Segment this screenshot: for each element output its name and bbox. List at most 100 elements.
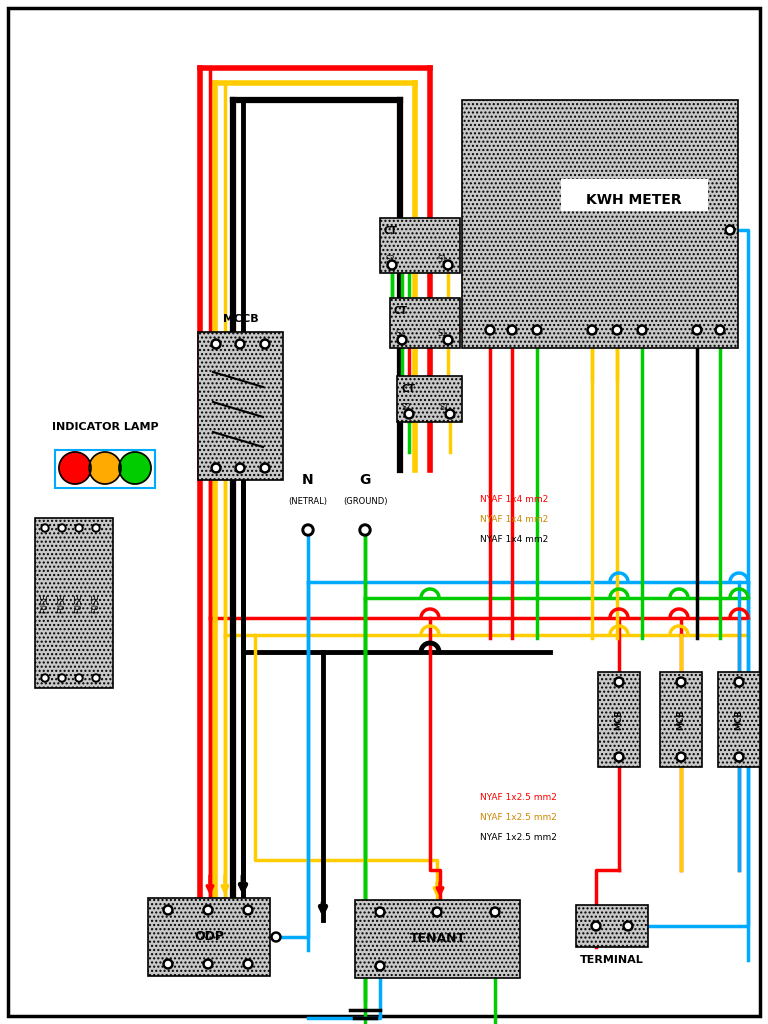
Circle shape: [235, 339, 245, 349]
Circle shape: [625, 924, 631, 929]
Text: CT: CT: [384, 226, 398, 236]
Circle shape: [60, 676, 64, 680]
Circle shape: [532, 325, 542, 335]
Circle shape: [737, 680, 741, 684]
Circle shape: [443, 260, 453, 270]
Circle shape: [89, 452, 121, 484]
Circle shape: [404, 409, 414, 419]
Circle shape: [211, 339, 221, 349]
Circle shape: [694, 328, 700, 333]
Text: S1: S1: [440, 403, 449, 413]
Text: CT: CT: [401, 384, 415, 394]
Circle shape: [43, 526, 47, 530]
Circle shape: [362, 527, 368, 534]
Text: S1: S1: [438, 255, 448, 263]
Circle shape: [58, 674, 66, 682]
Circle shape: [41, 674, 49, 682]
Circle shape: [94, 676, 98, 680]
Circle shape: [397, 335, 407, 345]
Circle shape: [678, 755, 684, 760]
Text: CT: CT: [394, 306, 408, 316]
Circle shape: [237, 466, 243, 470]
Circle shape: [623, 921, 633, 931]
Text: MCB: MCB: [614, 710, 624, 730]
Circle shape: [443, 335, 453, 345]
Circle shape: [119, 452, 151, 484]
Circle shape: [246, 907, 250, 912]
Text: G: G: [359, 473, 371, 487]
Circle shape: [271, 932, 281, 942]
Circle shape: [260, 339, 270, 349]
Circle shape: [378, 909, 382, 914]
Circle shape: [435, 909, 439, 914]
Text: S1: S1: [438, 330, 448, 339]
Text: (NETRAL): (NETRAL): [289, 497, 327, 506]
Circle shape: [692, 325, 702, 335]
Circle shape: [676, 677, 686, 687]
Text: NYAF 1x2.5 mm2: NYAF 1x2.5 mm2: [480, 834, 557, 843]
Circle shape: [432, 907, 442, 918]
Circle shape: [273, 935, 279, 939]
Circle shape: [485, 325, 495, 335]
Circle shape: [305, 527, 311, 534]
Text: TERMINAL: TERMINAL: [580, 955, 644, 965]
Text: KWH METER: KWH METER: [586, 193, 682, 207]
Circle shape: [734, 677, 744, 687]
Circle shape: [163, 905, 173, 915]
Circle shape: [94, 526, 98, 530]
Circle shape: [203, 959, 213, 969]
Circle shape: [77, 676, 81, 680]
Circle shape: [92, 524, 100, 532]
Circle shape: [60, 526, 64, 530]
Circle shape: [509, 328, 515, 333]
Circle shape: [614, 328, 620, 333]
Bar: [576, 905, 648, 947]
Text: NYAF 1x4 mm2: NYAF 1x4 mm2: [480, 536, 548, 545]
Circle shape: [490, 907, 500, 918]
Circle shape: [617, 680, 621, 684]
Circle shape: [58, 524, 66, 532]
Circle shape: [92, 674, 100, 682]
Text: NYAF 1x4 mm2: NYAF 1x4 mm2: [480, 496, 548, 505]
Circle shape: [492, 909, 498, 914]
Circle shape: [378, 964, 382, 969]
Text: MCB: MCB: [677, 710, 686, 730]
Circle shape: [594, 924, 598, 929]
Circle shape: [206, 962, 210, 967]
Circle shape: [676, 752, 686, 762]
Bar: [35, 518, 113, 688]
Circle shape: [211, 463, 221, 473]
Circle shape: [587, 325, 597, 335]
Circle shape: [637, 325, 647, 335]
Text: NYAF 1x2.5 mm2: NYAF 1x2.5 mm2: [480, 794, 557, 803]
Circle shape: [737, 755, 741, 760]
Circle shape: [614, 752, 624, 762]
Circle shape: [406, 412, 412, 417]
Text: (GROUND): (GROUND): [343, 497, 387, 506]
Circle shape: [214, 466, 219, 470]
Circle shape: [43, 676, 47, 680]
Text: NYAF 1x2.5 mm2: NYAF 1x2.5 mm2: [480, 813, 557, 822]
Circle shape: [678, 680, 684, 684]
Circle shape: [715, 325, 725, 335]
Circle shape: [612, 325, 622, 335]
Circle shape: [165, 962, 170, 967]
Circle shape: [77, 526, 81, 530]
Text: MCB: MCB: [734, 710, 743, 730]
Circle shape: [260, 463, 270, 473]
Text: MCCB: MCCB: [223, 314, 258, 324]
Circle shape: [163, 959, 173, 969]
Text: INDICATOR LAMP: INDICATOR LAMP: [51, 422, 158, 432]
Circle shape: [375, 961, 385, 971]
Text: FUSE: FUSE: [58, 593, 67, 612]
Circle shape: [617, 755, 621, 760]
Circle shape: [203, 905, 213, 915]
Bar: [562, 180, 707, 210]
Circle shape: [389, 262, 395, 267]
Text: TENANT: TENANT: [409, 933, 465, 945]
Bar: [198, 332, 283, 480]
Circle shape: [399, 338, 405, 342]
Circle shape: [445, 409, 455, 419]
Circle shape: [640, 328, 644, 333]
Circle shape: [214, 341, 219, 346]
